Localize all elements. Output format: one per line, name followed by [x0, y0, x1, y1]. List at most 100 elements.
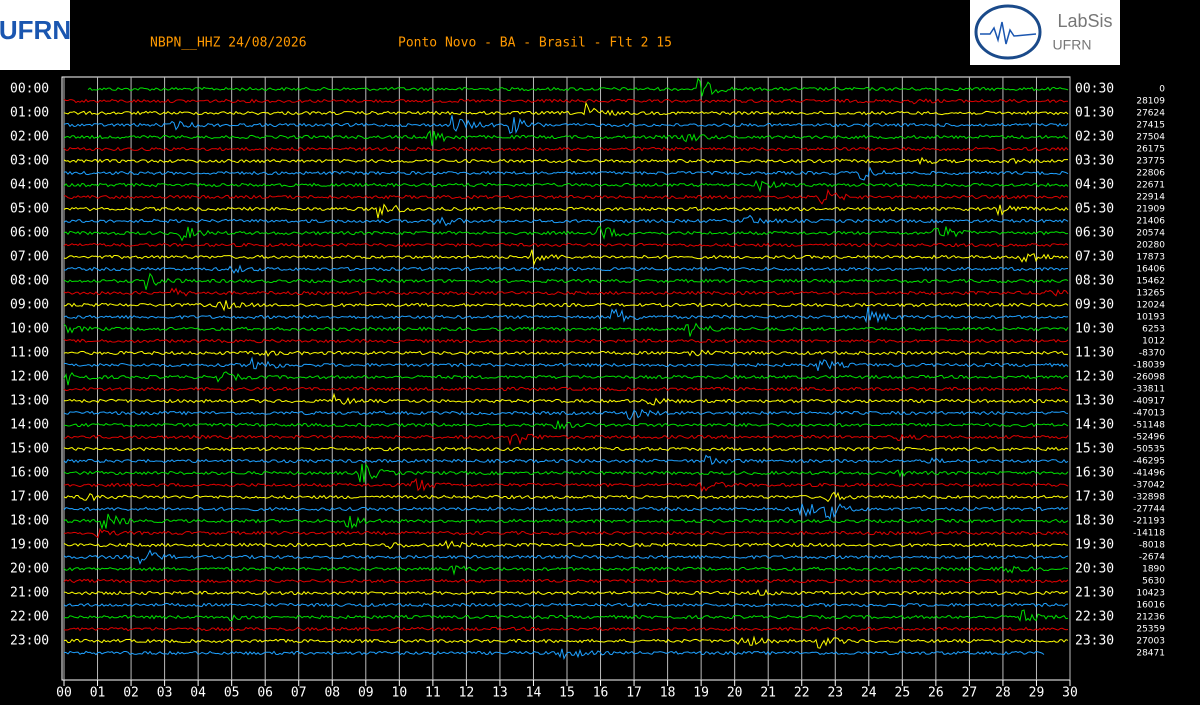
- x-tick-label: 02: [123, 686, 139, 701]
- trace: [63, 386, 1069, 392]
- trace-offset: 27624: [1136, 109, 1165, 119]
- logo-ring: [974, 4, 1042, 60]
- trace: [63, 527, 1069, 539]
- half-hour-label: 14:30: [1075, 418, 1114, 433]
- trace-offset: -32898: [1133, 493, 1165, 503]
- x-tick-label: 26: [928, 686, 944, 701]
- trace: [63, 371, 1069, 386]
- trace: [63, 242, 1069, 248]
- half-hour-label: 11:30: [1075, 346, 1114, 361]
- trace-offset: 13265: [1136, 289, 1165, 299]
- hour-label: 05:00: [10, 202, 49, 217]
- logo-right-title: LabSis: [1057, 11, 1112, 31]
- trace-offset: 1012: [1142, 337, 1165, 347]
- trace: [63, 503, 1069, 520]
- trace: [63, 214, 1069, 227]
- trace-offset: 22914: [1136, 193, 1165, 203]
- hour-label: 15:00: [10, 442, 49, 457]
- hour-label: 08:00: [10, 274, 49, 289]
- hour-label: 20:00: [10, 562, 49, 577]
- trace-offset: 16016: [1136, 601, 1165, 611]
- trace: [64, 420, 1069, 430]
- x-tick-label: 19: [693, 686, 709, 701]
- hour-label: 01:00: [10, 106, 49, 121]
- trace-offset: 15462: [1136, 277, 1165, 287]
- x-tick-label: 09: [358, 686, 374, 701]
- hour-label: 22:00: [10, 610, 49, 625]
- x-tick-label: 30: [1062, 686, 1078, 701]
- x-tick-label: 04: [190, 686, 206, 701]
- half-hour-label: 09:30: [1075, 298, 1114, 313]
- trace: [63, 115, 1069, 135]
- trace-offset: 17873: [1136, 253, 1165, 263]
- x-tick-label: 14: [526, 686, 542, 701]
- trace-offset: -26098: [1133, 373, 1165, 383]
- trace-offset: 28471: [1136, 649, 1165, 659]
- trace: [63, 433, 1069, 446]
- trace-offset: -18039: [1133, 361, 1165, 371]
- x-tick-label: 05: [224, 686, 240, 701]
- trace-offset: 16406: [1136, 265, 1165, 275]
- hour-label: 02:00: [10, 130, 49, 145]
- trace-offset: 12024: [1136, 301, 1165, 311]
- x-tick-label: 27: [962, 686, 978, 701]
- trace-offset: -47013: [1133, 409, 1165, 419]
- trace: [63, 477, 1069, 493]
- x-tick-label: 03: [157, 686, 173, 701]
- half-hour-label: 22:30: [1075, 610, 1114, 625]
- trace-offset: 5630: [1142, 577, 1165, 587]
- trace-offset: 10423: [1136, 589, 1165, 599]
- trace-offset: -40917: [1133, 397, 1165, 407]
- half-hour-label: 01:30: [1075, 106, 1114, 121]
- half-hour-label: 10:30: [1075, 322, 1114, 337]
- trace: [63, 146, 1069, 152]
- trace: [63, 578, 1069, 584]
- trace-offset: -33811: [1133, 385, 1165, 395]
- half-hour-label: 03:30: [1075, 154, 1114, 169]
- trace: [63, 249, 1069, 266]
- hour-label: 03:00: [10, 154, 49, 169]
- trace: [63, 539, 1069, 550]
- trace: [63, 446, 1069, 452]
- trace-offset: -8370: [1139, 349, 1165, 359]
- trace-offset: -46295: [1133, 457, 1165, 467]
- x-tick-label: 08: [324, 686, 340, 701]
- half-hour-label: 18:30: [1075, 514, 1114, 529]
- x-tick-label: 18: [660, 686, 676, 701]
- half-hour-label: 08:30: [1075, 274, 1114, 289]
- trace-offset: -50535: [1133, 445, 1165, 455]
- trace: [63, 188, 1069, 205]
- trace-offset: 20574: [1136, 229, 1165, 239]
- trace-offset: 27504: [1136, 133, 1165, 143]
- trace-offset: 27003: [1136, 637, 1165, 647]
- x-tick-label: 11: [425, 686, 441, 701]
- x-tick-label: 07: [291, 686, 307, 701]
- trace-offset: -27744: [1133, 505, 1165, 515]
- hour-label: 04:00: [10, 178, 49, 193]
- trace-offset: 1890: [1142, 565, 1165, 575]
- x-tick-label: 28: [995, 686, 1011, 701]
- trace: [63, 626, 1069, 632]
- x-tick-label: 25: [895, 686, 911, 701]
- x-tick-label: 15: [559, 686, 575, 701]
- x-tick-label: 00: [56, 686, 72, 701]
- trace: [63, 179, 1069, 193]
- trace: [63, 635, 1069, 649]
- trace: [63, 491, 1069, 503]
- trace: [63, 272, 1069, 290]
- trace-offset: -52496: [1133, 433, 1165, 443]
- x-tick-label: 13: [492, 686, 508, 701]
- trace: [63, 166, 1069, 181]
- half-hour-label: 20:30: [1075, 562, 1114, 577]
- trace: [63, 356, 1069, 371]
- trace-offset: -14118: [1133, 529, 1165, 539]
- hour-label: 13:00: [10, 394, 49, 409]
- half-hour-label: 13:30: [1075, 394, 1114, 409]
- hour-label: 17:00: [10, 490, 49, 505]
- hour-label: 06:00: [10, 226, 49, 241]
- trace-offset: -51148: [1133, 421, 1165, 431]
- trace-offset: 21406: [1136, 217, 1165, 227]
- trace: [63, 101, 1069, 117]
- trace-offset: -37042: [1133, 481, 1165, 491]
